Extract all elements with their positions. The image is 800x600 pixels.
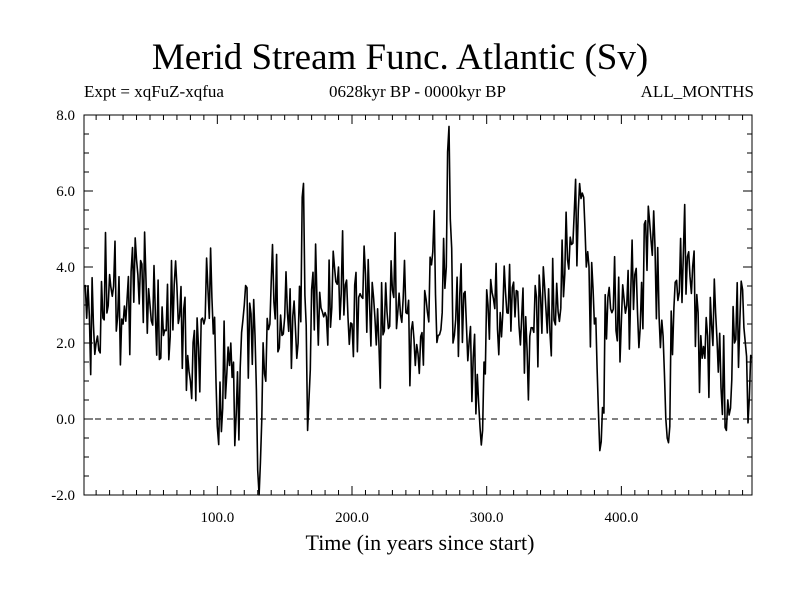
chart-title: Merid Stream Func. Atlantic (Sv) bbox=[151, 37, 649, 78]
experiment-label: Expt = xqFuZ-xqfua bbox=[84, 82, 224, 101]
x-tick-label: 200.0 bbox=[335, 510, 369, 526]
y-tick-label: 4.0 bbox=[56, 260, 75, 276]
y-tick-label: 0.0 bbox=[56, 412, 75, 428]
y-tick-label: 2.0 bbox=[56, 336, 75, 352]
series-line-0 bbox=[83, 125, 753, 496]
x-axis-label: Time (in years since start) bbox=[305, 530, 535, 555]
y-tick-label: 6.0 bbox=[56, 184, 75, 200]
x-tick-label: 300.0 bbox=[470, 510, 504, 526]
y-tick-label: 8.0 bbox=[56, 108, 75, 124]
y-tick-label: -2.0 bbox=[51, 488, 75, 504]
time-range-label: 0628kyr BP - 0000kyr BP bbox=[329, 82, 506, 101]
x-tick-label: 100.0 bbox=[200, 510, 234, 526]
x-tick-label: 400.0 bbox=[604, 510, 638, 526]
months-label: ALL_MONTHS bbox=[640, 82, 754, 101]
